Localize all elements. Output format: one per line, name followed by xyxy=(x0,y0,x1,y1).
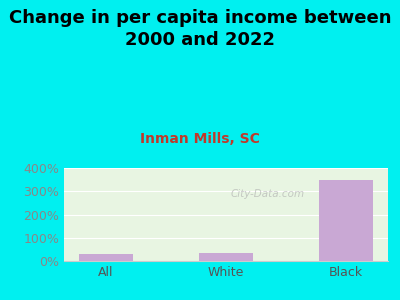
Text: Change in per capita income between
2000 and 2022: Change in per capita income between 2000… xyxy=(9,9,391,49)
Text: City-Data.com: City-Data.com xyxy=(231,189,305,199)
Bar xyxy=(319,180,373,261)
Text: Inman Mills, SC: Inman Mills, SC xyxy=(140,132,260,146)
Bar xyxy=(199,253,253,261)
Bar xyxy=(79,254,133,261)
